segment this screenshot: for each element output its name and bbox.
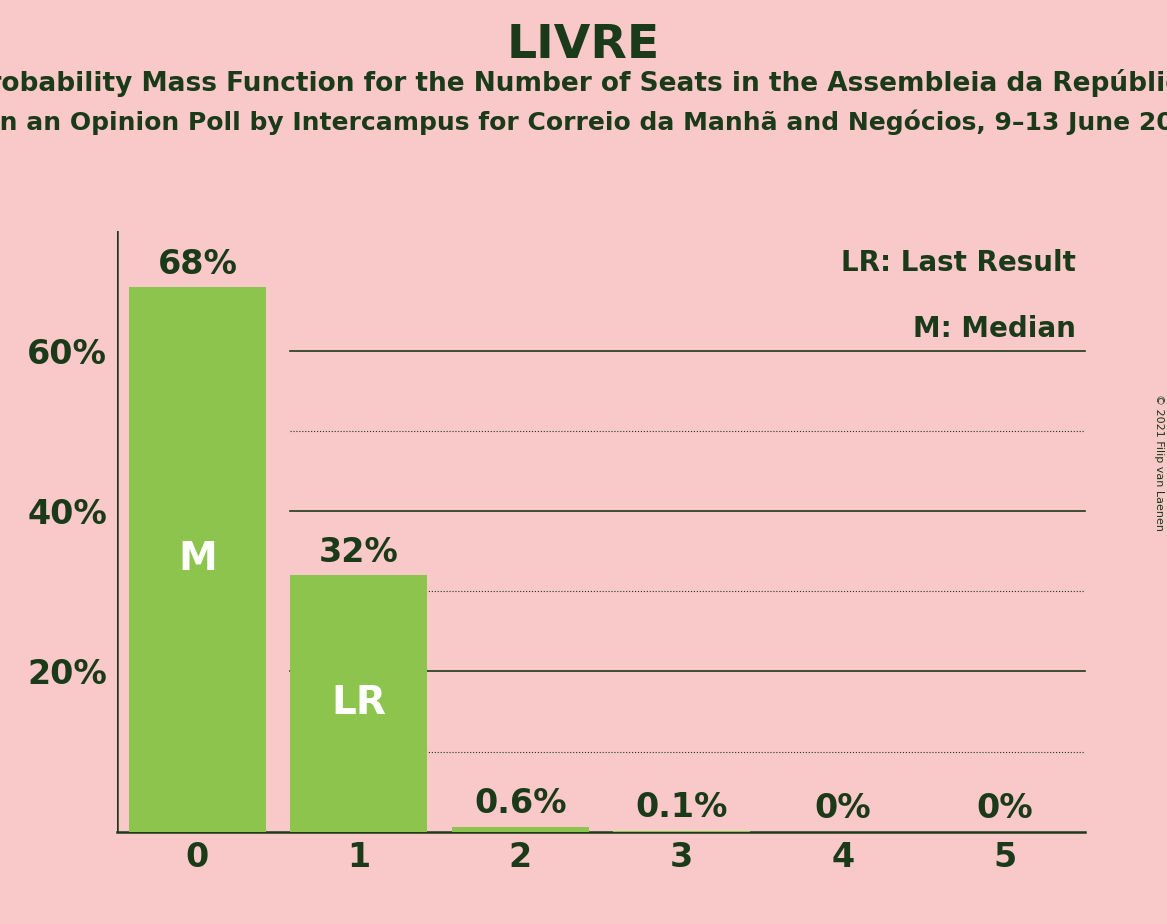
Text: LR: Last Result: LR: Last Result <box>840 249 1076 277</box>
Text: 0%: 0% <box>977 792 1033 825</box>
Text: 0.1%: 0.1% <box>636 791 728 824</box>
Bar <box>128 287 266 832</box>
Text: LR: LR <box>331 685 386 723</box>
Text: Based on an Opinion Poll by Intercampus for Correio da Manhã and Negócios, 9–13 : Based on an Opinion Poll by Intercampus … <box>0 109 1167 135</box>
Text: Probability Mass Function for the Number of Seats in the Assembleia da República: Probability Mass Function for the Number… <box>0 69 1167 97</box>
Text: 0%: 0% <box>815 792 872 825</box>
Text: © 2021 Filip van Laenen: © 2021 Filip van Laenen <box>1154 394 1163 530</box>
Text: LIVRE: LIVRE <box>506 23 661 68</box>
Text: 0.6%: 0.6% <box>474 787 566 821</box>
Text: M: Median: M: Median <box>913 315 1076 343</box>
Text: 68%: 68% <box>158 248 237 281</box>
Bar <box>291 576 427 832</box>
Text: M: M <box>179 541 217 578</box>
Text: 32%: 32% <box>319 536 399 569</box>
Bar <box>452 827 589 832</box>
